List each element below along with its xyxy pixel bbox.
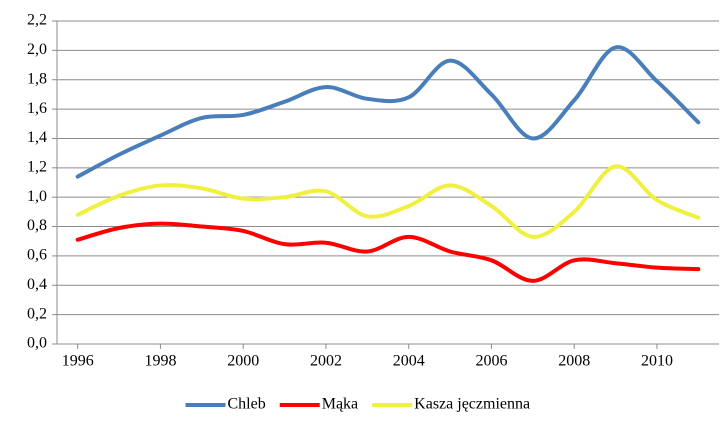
y-tick-label: 2,0 (27, 41, 47, 58)
y-tick-label: 2,2 (27, 12, 47, 29)
x-tick-label: 2002 (310, 353, 342, 370)
x-tick-label: 2010 (641, 353, 673, 370)
y-tick-label: 1,0 (27, 188, 47, 205)
legend-label: Mąka (322, 396, 358, 413)
y-tick-label: 1,6 (27, 100, 47, 117)
x-tick-label: 2008 (558, 353, 590, 370)
y-tick-label: 0,4 (27, 276, 47, 293)
y-tick-label: 0,0 (27, 335, 47, 352)
y-tick-label: 1,4 (27, 129, 47, 146)
y-tick-label: 0,6 (27, 247, 47, 264)
legend-label: Chleb (228, 396, 266, 413)
y-tick-label: 1,8 (27, 70, 47, 87)
x-tick-label: 2006 (475, 353, 507, 370)
x-tick-label: 1996 (62, 353, 94, 370)
x-tick-label: 2004 (393, 353, 425, 370)
series-line (75, 45, 701, 179)
y-tick-label: 0,2 (27, 305, 47, 322)
legend-label: Kasza jęczmienna (414, 396, 530, 413)
series-line (75, 221, 701, 283)
y-tick-label: 0,8 (27, 217, 47, 234)
x-tick-label: 1998 (144, 353, 176, 370)
y-tick-label: 1,2 (27, 158, 47, 175)
x-tick-label: 2000 (227, 353, 259, 370)
series-line (75, 164, 701, 239)
